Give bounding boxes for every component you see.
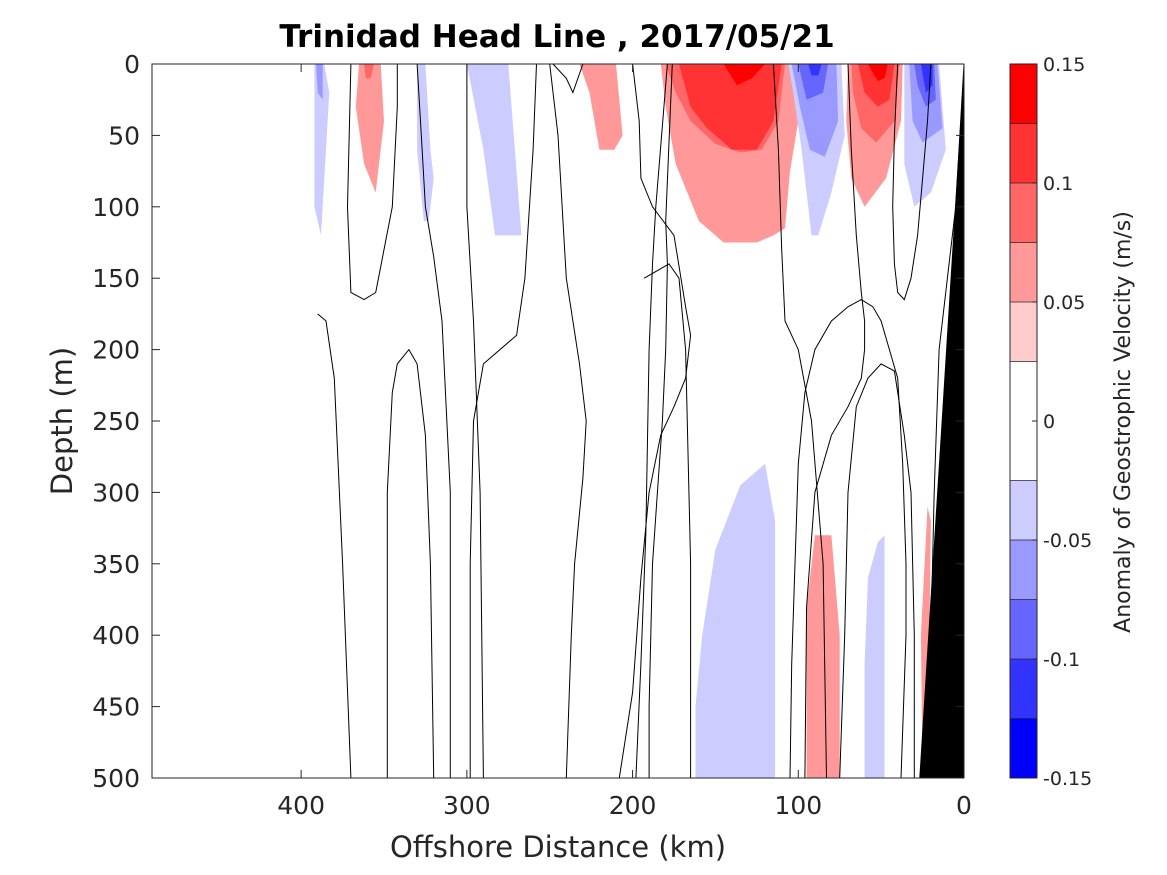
zero-contour-11 [772,64,827,778]
colorbar-tick-label-4: -0.05 [1043,530,1092,552]
colorbar-tick-label-3: 0 [1043,411,1055,433]
colorbar-swatch-1 [1010,123,1037,183]
colorbar-swatch-0 [1010,64,1037,124]
x-tick-label-300: 300 [443,791,491,820]
y-tick-label-100: 100 [92,193,140,222]
land-mask [919,64,964,778]
zero-contour-7 [552,64,584,94]
y-tick-label-450: 450 [92,693,140,722]
zero-contour-8 [618,64,692,778]
contour-region-13 [798,64,829,100]
zero-contour-1 [317,313,352,778]
zero-contour-14 [839,363,915,778]
contour-region-1 [316,64,323,100]
colorbar-swatch-9 [1010,659,1037,719]
y-tick-label-300: 300 [92,478,140,507]
contour-region-5 [466,64,522,236]
zero-contour-3 [386,348,435,778]
contour-region-14 [808,64,822,76]
chart-title: Trinidad Head Line , 2017/05/21 [279,19,834,55]
zero-contour-4 [466,64,484,778]
x-axis: 400 300 200 100 0 [277,64,972,820]
contour-region-10 [723,64,766,86]
colorbar-tick-label-5: -0.1 [1043,649,1080,671]
x-tick-label-0: 0 [956,791,972,820]
contour-region-26 [920,506,931,778]
colorbar-swatch-10 [1010,718,1037,778]
contour-region-0 [314,64,330,236]
y-axis-label: Depth (m) [45,347,79,495]
land-polygon [919,64,964,778]
zero-contour-13 [789,299,907,778]
y-tick-label-400: 400 [92,621,140,650]
colorbar-swatch-4 [1010,302,1037,362]
colorbar-swatch-7 [1010,540,1037,600]
contour-region-4 [417,64,434,222]
y-tick-label-350: 350 [92,550,140,579]
zero-contour-lines [317,64,964,778]
zero-contour-10 [648,64,673,778]
y-tick-label-150: 150 [92,264,140,293]
y-tick-label-250: 250 [92,407,140,436]
y-tick-label-50: 50 [108,121,140,150]
x-tick-label-200: 200 [609,791,657,820]
contour-region-6 [579,64,623,150]
colorbar-swatch-8 [1010,599,1037,659]
colorbar-tick-label-6: -0.15 [1043,768,1092,790]
colorbar-tick-label-1: 0.1 [1043,173,1073,195]
zero-contour-6 [549,64,587,778]
zero-contour-17 [892,64,932,301]
zero-contour-16 [804,64,866,778]
zero-contour-12 [643,263,692,778]
colorbar-tick-label-2: 0.05 [1043,292,1085,314]
contour-region-23 [695,463,776,778]
contour-region-18 [867,64,888,82]
plot-background [152,64,964,778]
contour-region-12 [791,64,839,157]
y-axis: 0 50 100 150 200 250 300 350 400 450 500 [92,50,964,793]
colorbar-tick-label-0: 0.15 [1043,54,1085,76]
y-tick-label-200: 200 [92,336,140,365]
contour-fills [314,64,946,778]
zero-contour-0 [346,64,398,301]
contour-region-2 [355,64,384,193]
x-tick-label-400: 400 [277,791,325,820]
colorbar-swatch-2 [1010,183,1037,243]
x-tick-label-100: 100 [774,791,822,820]
colorbar-label: Anomaly of Geostrophic Velocity (m/s) [1111,211,1136,633]
x-axis-label: Offshore Distance (km) [390,830,726,864]
contour-region-3 [364,64,375,79]
zero-contour-9 [635,64,668,778]
contour-region-25 [864,535,885,778]
contour-region-24 [806,535,840,778]
colorbar: 0.15 0.1 0.05 0 -0.05 -0.1 -0.15 [1009,54,1092,790]
zero-contour-5 [469,64,537,778]
colorbar-swatch-6 [1010,480,1037,540]
contour-region-9 [679,64,782,150]
zero-contour-2 [416,64,451,778]
colorbar-swatch-3 [1010,242,1037,302]
y-tick-label-500: 500 [92,764,140,793]
y-tick-label-0: 0 [124,50,140,79]
